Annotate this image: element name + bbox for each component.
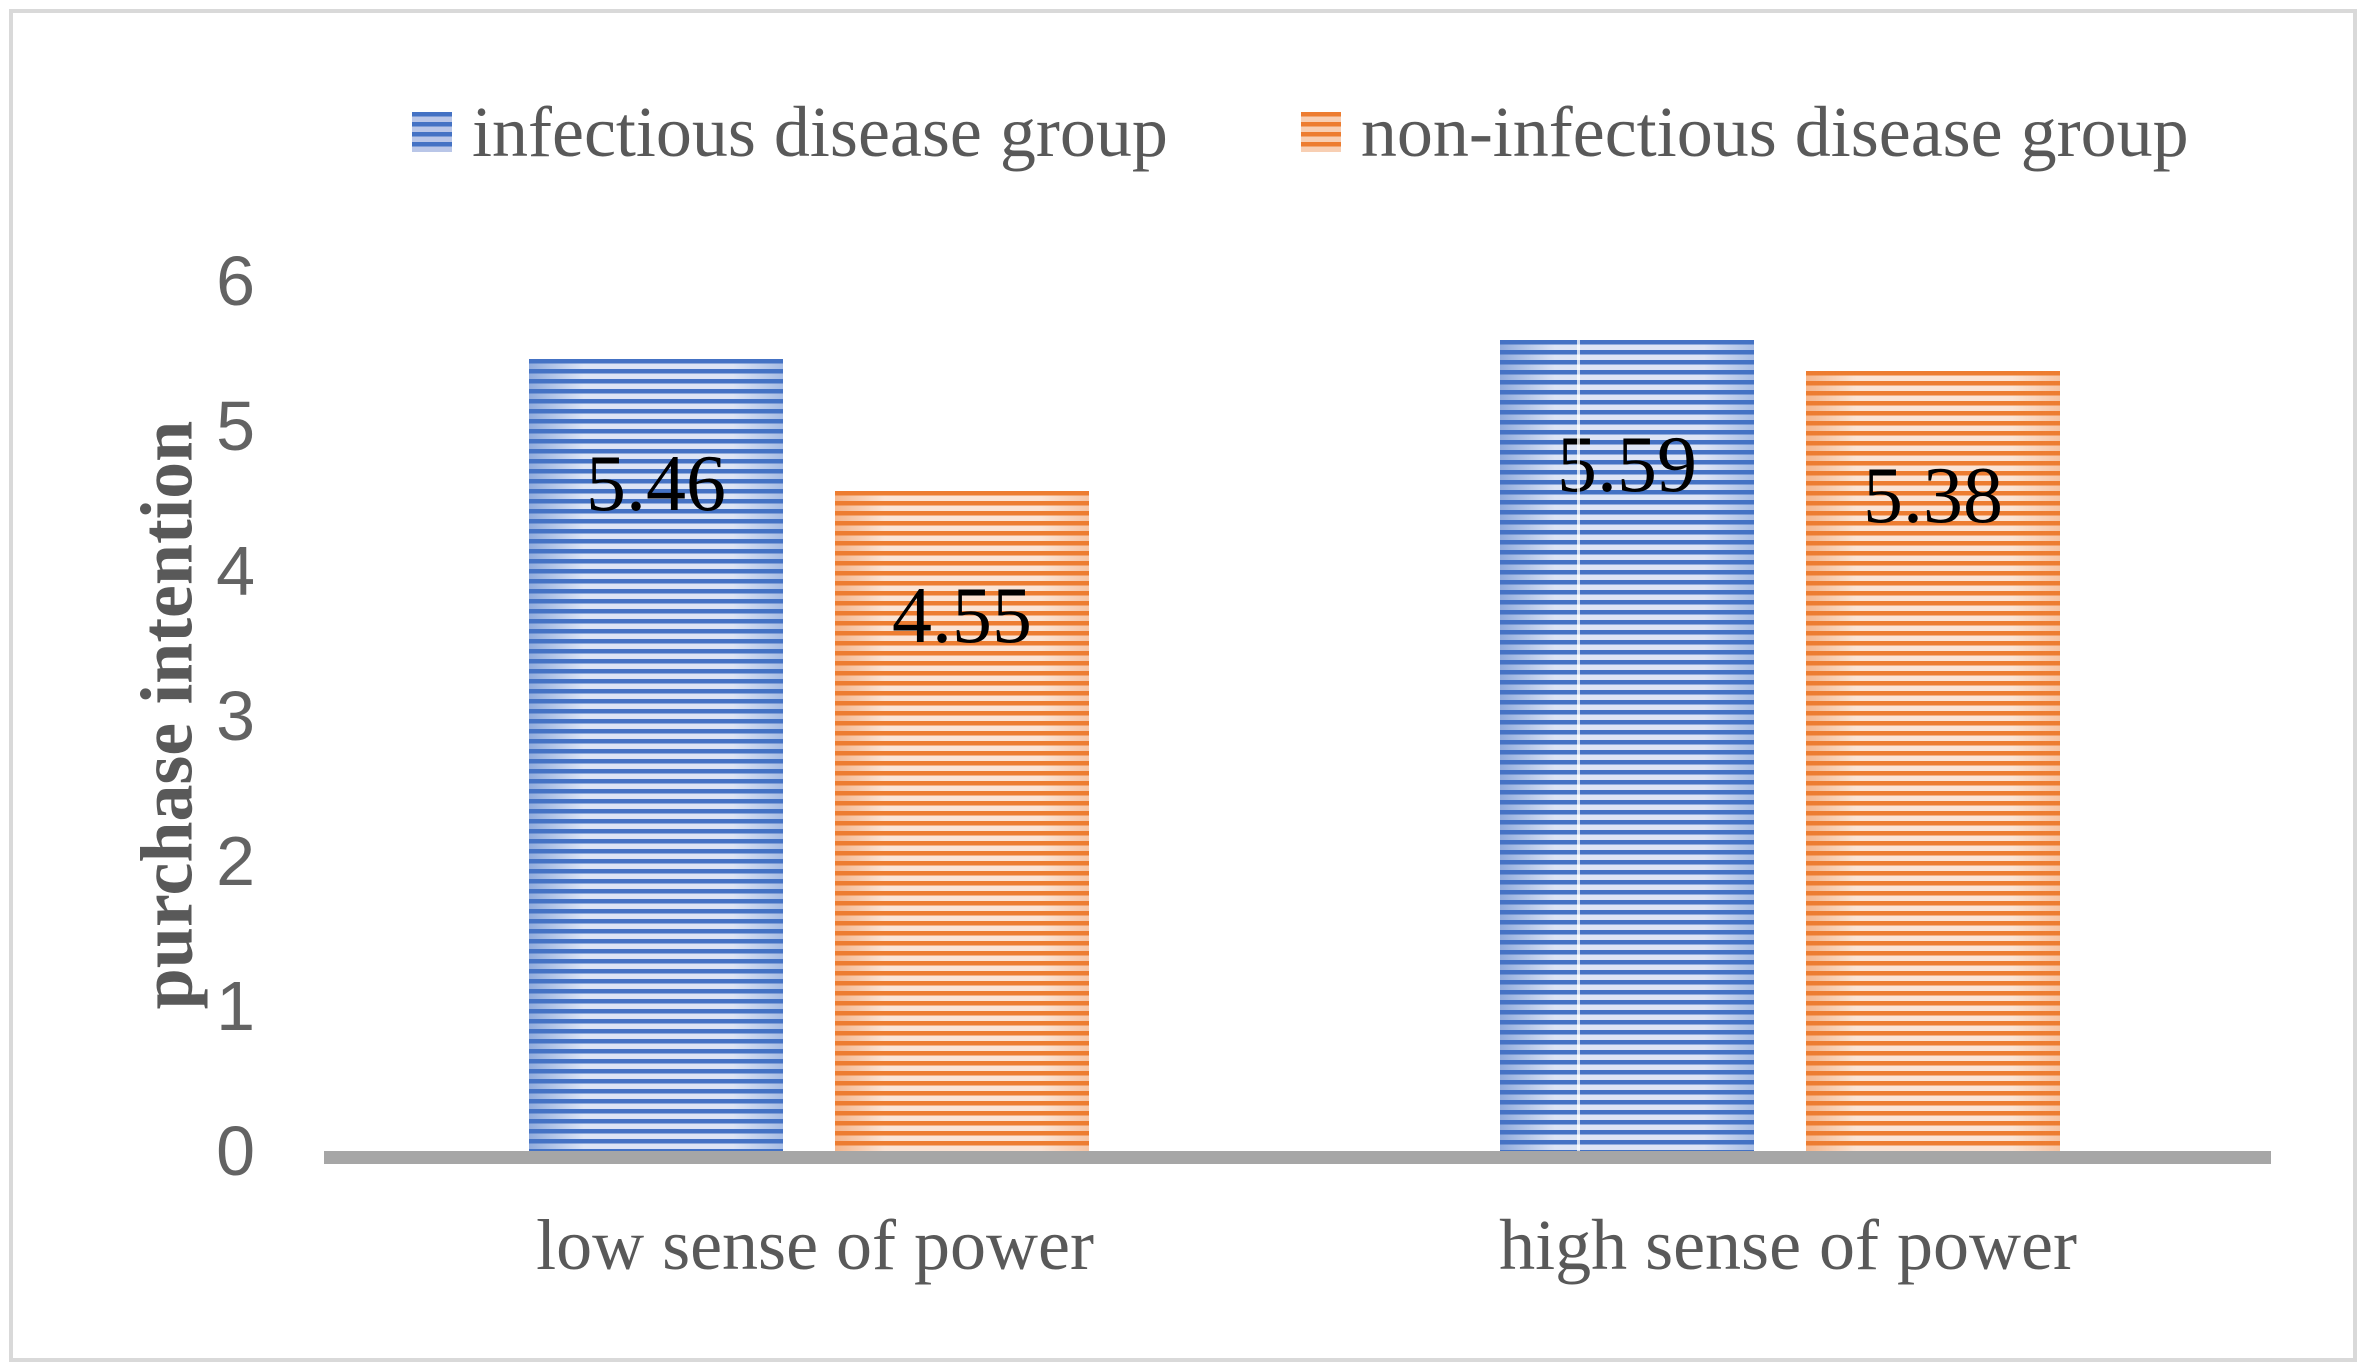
legend-label: non-infectious disease group bbox=[1360, 92, 2189, 172]
y-tick-label: 3 bbox=[216, 677, 255, 755]
y-tick-label: 4 bbox=[216, 532, 255, 610]
y-tick-label: 1 bbox=[216, 967, 255, 1045]
bar-infectious-disease-group-high-sense-of-power: 5.59 bbox=[1500, 340, 1754, 1151]
legend-swatch-orange-icon bbox=[1300, 112, 1341, 152]
legend: infectious disease group non-infectious … bbox=[412, 92, 2189, 172]
y-tick-label: 0 bbox=[216, 1112, 255, 1190]
legend-swatch-blue-icon bbox=[412, 112, 452, 152]
bar-data-label: 5.46 bbox=[586, 440, 726, 529]
bar-data-label: 5.59 bbox=[1557, 421, 1697, 510]
y-tick-label: 5 bbox=[216, 387, 255, 465]
legend-item-infectious: infectious disease group bbox=[412, 92, 1168, 172]
bar-data-label: 5.38 bbox=[1863, 451, 2003, 540]
bar-infectious-disease-group-low-sense-of-power: 5.46 bbox=[529, 359, 783, 1151]
x-axis-line bbox=[324, 1151, 2271, 1164]
legend-item-non-infectious: non-infectious disease group bbox=[1300, 92, 2189, 172]
bar-data-label: 4.55 bbox=[892, 572, 1032, 661]
x-category-label: low sense of power bbox=[536, 1205, 1094, 1285]
bar-non-infectious-disease-group-low-sense-of-power: 4.55 bbox=[835, 491, 1089, 1151]
x-category-label: high sense of power bbox=[1499, 1205, 2077, 1285]
y-tick-label: 6 bbox=[216, 242, 255, 320]
legend-label: infectious disease group bbox=[472, 92, 1168, 172]
bar-non-infectious-disease-group-high-sense-of-power: 5.38 bbox=[1806, 370, 2060, 1151]
bar-highlight-seam bbox=[1577, 340, 1580, 1151]
y-tick-label: 2 bbox=[216, 822, 255, 900]
